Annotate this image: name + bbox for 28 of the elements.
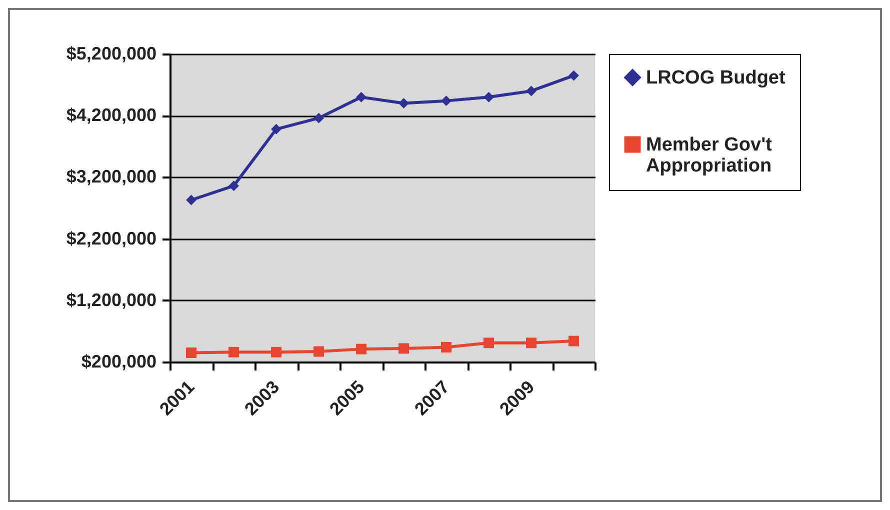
point	[568, 70, 579, 81]
point	[314, 346, 324, 357]
y-tick-label: $5,200,000	[66, 44, 156, 64]
y-tick-label: $2,200,000	[66, 228, 156, 248]
point	[314, 112, 324, 124]
y-tick-label: $3,200,000	[66, 166, 156, 187]
point	[228, 346, 239, 358]
point	[356, 92, 366, 102]
legend-label: Member Gov't Appropriation	[646, 134, 773, 176]
point	[526, 86, 536, 96]
point	[441, 342, 452, 352]
point	[526, 338, 536, 348]
y-tick-label: $4,200,000	[66, 105, 156, 126]
y-tick-label: $1,200,000	[66, 290, 156, 310]
point	[568, 336, 579, 346]
point	[441, 96, 452, 106]
point	[356, 344, 366, 354]
point	[186, 348, 196, 358]
y-tick-label: $200,000	[81, 352, 156, 372]
point	[484, 338, 494, 348]
point	[484, 92, 494, 102]
legend-label: LRCOG Budget	[646, 68, 786, 88]
point	[271, 124, 282, 134]
point	[398, 98, 409, 109]
point	[398, 343, 409, 354]
point	[228, 180, 239, 192]
point	[271, 346, 282, 358]
point	[186, 194, 196, 206]
